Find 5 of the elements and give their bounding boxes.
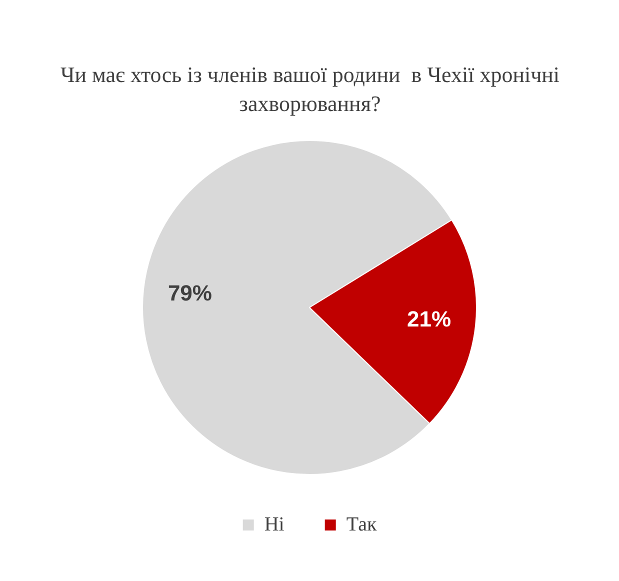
legend-label: Так <box>346 513 377 536</box>
data-label: 79% <box>168 280 212 306</box>
legend-label: Ні <box>264 513 285 536</box>
data-label: 21% <box>407 306 452 332</box>
chart-title: Чи має хтось із членів вашої родини в Чехії хронічні захворювання? <box>60 61 560 118</box>
